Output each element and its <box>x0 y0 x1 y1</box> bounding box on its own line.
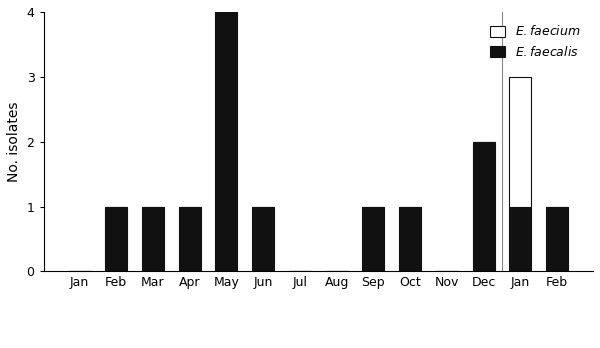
Bar <box>105 207 127 271</box>
Bar <box>399 207 421 271</box>
Bar <box>142 207 164 271</box>
Legend: $E. faecium$, $E. faecalis$: $E. faecium$, $E. faecalis$ <box>484 18 587 65</box>
Bar <box>509 77 532 207</box>
Bar <box>362 207 385 271</box>
Bar <box>252 207 274 271</box>
Bar <box>509 207 532 271</box>
Y-axis label: No. isolates: No. isolates <box>7 102 21 182</box>
Bar <box>546 207 568 271</box>
Bar <box>215 12 238 271</box>
Bar <box>179 207 201 271</box>
Bar <box>473 142 494 271</box>
